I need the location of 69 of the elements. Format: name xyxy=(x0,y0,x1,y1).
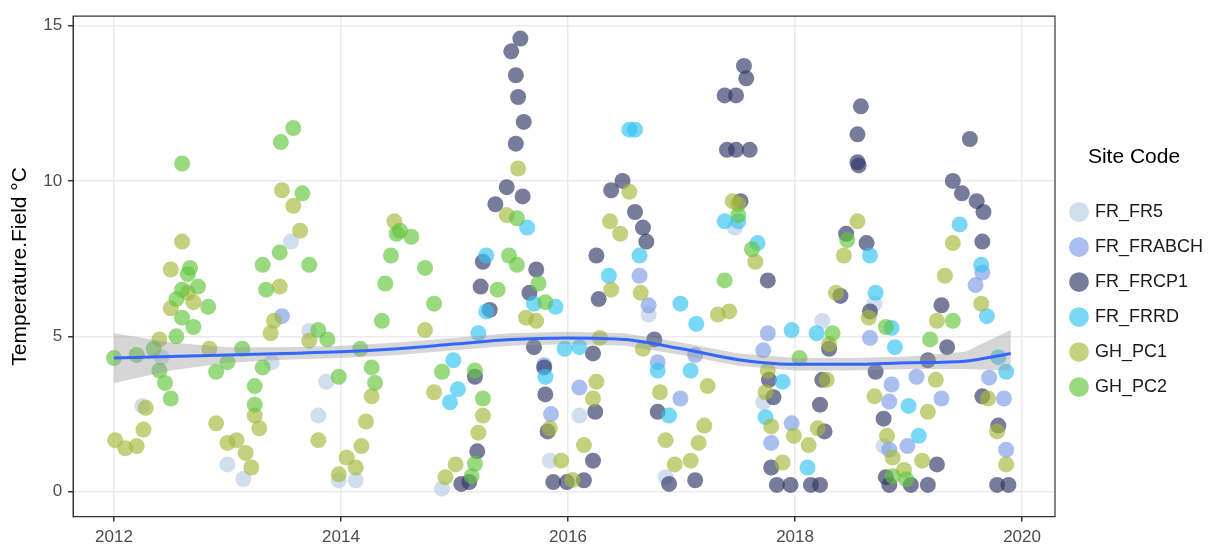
point xyxy=(774,373,791,390)
point xyxy=(886,339,903,356)
point xyxy=(995,390,1012,407)
point xyxy=(672,295,689,312)
point xyxy=(716,213,733,230)
point xyxy=(910,427,927,444)
point xyxy=(672,390,689,407)
point xyxy=(219,456,236,473)
point xyxy=(763,434,780,451)
point xyxy=(445,352,462,369)
point xyxy=(571,407,588,424)
x-tick-label: 2014 xyxy=(322,527,360,547)
legend-label: FR_FRABCH xyxy=(1094,236,1204,258)
point xyxy=(449,381,466,398)
x-tick-label: 2018 xyxy=(776,527,814,547)
y-tick-label: 10 xyxy=(43,170,63,190)
point xyxy=(519,219,536,236)
point xyxy=(627,121,643,138)
point xyxy=(783,322,800,339)
point xyxy=(883,376,900,393)
legend-label: GH_PC2 xyxy=(1094,376,1168,398)
point xyxy=(881,393,898,410)
y-tick-label: 0 xyxy=(52,481,63,501)
point xyxy=(951,216,968,233)
point xyxy=(899,438,916,455)
point xyxy=(571,379,588,396)
point xyxy=(649,362,666,379)
point xyxy=(478,247,495,264)
point xyxy=(441,394,458,411)
x-tick-label: 2012 xyxy=(95,527,133,547)
point xyxy=(661,407,678,424)
point xyxy=(861,329,878,346)
y-axis-title: Temperature.Field °C xyxy=(7,167,31,366)
point xyxy=(900,397,917,414)
point xyxy=(861,247,878,264)
legend-label: FR_FRCP1 xyxy=(1094,271,1189,293)
x-tick-label: 2016 xyxy=(549,527,587,547)
point xyxy=(759,325,776,342)
legend-title: Site Code xyxy=(1087,144,1181,168)
y-tick-label: 15 xyxy=(43,15,63,35)
point xyxy=(631,247,648,264)
point xyxy=(682,362,699,379)
point xyxy=(283,233,300,250)
point xyxy=(600,267,617,284)
legend-label: FR_FR5 xyxy=(1094,201,1164,223)
point xyxy=(981,369,998,386)
point xyxy=(640,297,657,314)
point xyxy=(908,368,925,385)
point xyxy=(310,407,327,424)
point xyxy=(967,277,984,294)
point xyxy=(631,267,648,284)
point xyxy=(814,312,831,329)
point xyxy=(998,441,1015,458)
point xyxy=(318,373,335,390)
point xyxy=(799,459,816,476)
y-tick-label: 5 xyxy=(52,326,63,346)
point xyxy=(808,325,825,342)
point xyxy=(347,472,364,489)
point xyxy=(933,390,950,407)
point xyxy=(978,308,995,325)
x-tick-label: 2020 xyxy=(1003,527,1041,547)
point xyxy=(867,284,884,301)
point xyxy=(235,470,252,487)
point xyxy=(973,256,990,273)
point xyxy=(688,315,705,332)
legend-label: GH_PC1 xyxy=(1094,341,1168,363)
legend-label: FR_FRRD xyxy=(1094,306,1179,328)
point xyxy=(543,406,559,423)
point xyxy=(537,368,554,385)
